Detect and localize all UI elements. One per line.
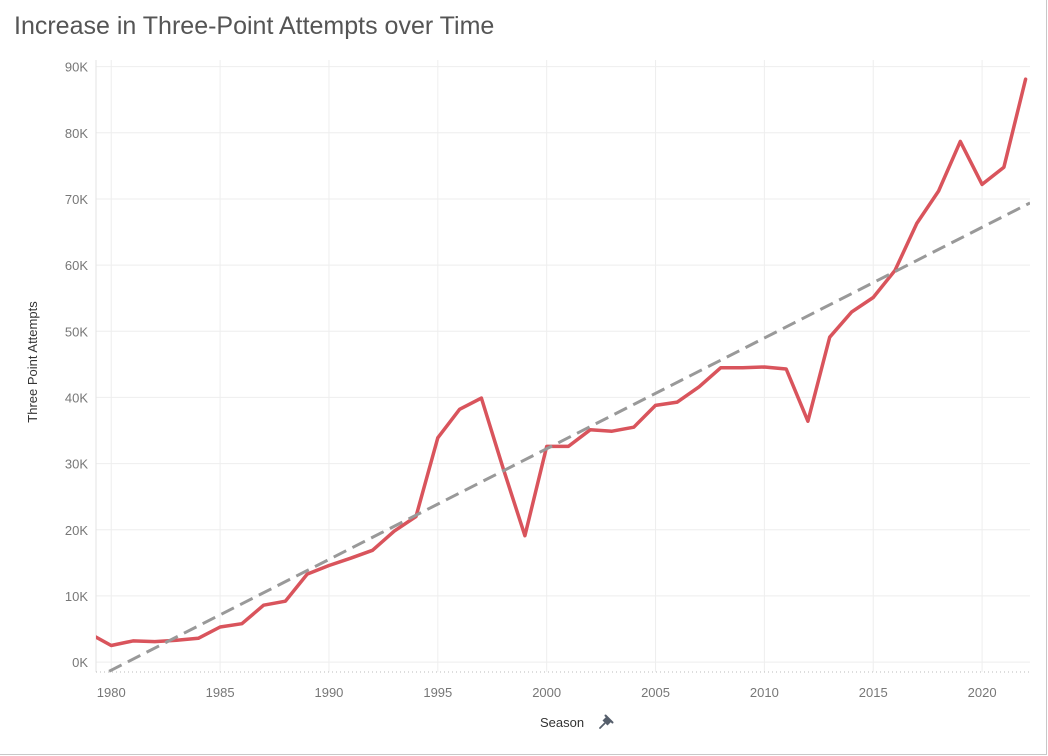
data-point[interactable] xyxy=(697,385,701,388)
data-point[interactable] xyxy=(763,365,766,369)
data-point[interactable] xyxy=(872,296,875,299)
data-point[interactable] xyxy=(131,639,135,643)
data-point[interactable] xyxy=(523,534,527,537)
data-point[interactable] xyxy=(828,336,831,339)
data-point[interactable] xyxy=(850,310,853,314)
data-point[interactable] xyxy=(1002,166,1006,169)
data-point[interactable] xyxy=(306,572,309,576)
data-point[interactable] xyxy=(327,564,331,567)
y-tick-label: 90K xyxy=(65,60,88,75)
x-tick-label: 2015 xyxy=(859,685,888,700)
chart-title: Increase in Three-Point Attempts over Ti… xyxy=(14,12,495,40)
data-point[interactable] xyxy=(153,640,156,643)
x-tick-label: 1980 xyxy=(97,685,126,700)
data-point[interactable] xyxy=(806,420,810,423)
y-tick-label: 50K xyxy=(65,324,88,339)
data-point[interactable] xyxy=(959,140,962,143)
x-axis-title: Season xyxy=(540,715,584,730)
data-point[interactable] xyxy=(719,366,722,369)
data-point[interactable] xyxy=(349,557,352,560)
data-point[interactable] xyxy=(785,367,788,371)
data-point[interactable] xyxy=(88,632,90,634)
data-point[interactable] xyxy=(175,639,178,642)
y-tick-label: 40K xyxy=(65,390,88,405)
x-tick-label: 2005 xyxy=(641,685,670,700)
series-layer xyxy=(88,77,1030,673)
y-tick-label: 80K xyxy=(65,126,88,141)
data-point[interactable] xyxy=(284,600,287,603)
data-point[interactable] xyxy=(915,222,918,225)
data-point[interactable] xyxy=(632,426,635,429)
y-axis-title: Three Point Attempts xyxy=(25,301,40,423)
data-point[interactable] xyxy=(218,625,222,629)
grid-layer xyxy=(96,60,1030,672)
x-tick-label: 2000 xyxy=(532,685,561,700)
data-point[interactable] xyxy=(393,529,396,533)
x-tick-label: 1995 xyxy=(423,685,452,700)
data-point[interactable] xyxy=(589,428,592,431)
data-point[interactable] xyxy=(197,637,200,640)
y-tick-label: 30K xyxy=(65,457,88,472)
data-point[interactable] xyxy=(980,183,984,186)
data-point[interactable] xyxy=(654,404,657,407)
data-point[interactable] xyxy=(110,644,113,647)
data-point[interactable] xyxy=(480,396,483,400)
data-point[interactable] xyxy=(676,400,679,404)
data-point[interactable] xyxy=(567,445,570,448)
x-tick-label: 1985 xyxy=(206,685,235,700)
series-line xyxy=(96,77,1028,648)
data-point[interactable] xyxy=(371,549,374,552)
data-point[interactable] xyxy=(501,467,505,470)
data-point[interactable] xyxy=(610,430,614,433)
data-point[interactable] xyxy=(458,408,461,411)
x-tick-label: 2010 xyxy=(750,685,779,700)
data-point[interactable] xyxy=(1024,78,1027,81)
x-tick-label: 1990 xyxy=(314,685,343,700)
data-point[interactable] xyxy=(436,436,439,439)
y-tick-label: 0K xyxy=(72,655,88,670)
pin-icon[interactable] xyxy=(599,714,614,729)
data-point[interactable] xyxy=(937,189,940,193)
data-point[interactable] xyxy=(240,622,244,625)
x-tick-label: 2020 xyxy=(968,685,997,700)
trend-line xyxy=(108,201,1030,673)
data-point[interactable] xyxy=(262,604,265,607)
y-tick-label: 10K xyxy=(65,589,88,604)
axis-layer: 0K 10K 20K 30K 40K 50K 60K 70K 80K 90K 1980 1985 199… xyxy=(65,60,1030,700)
data-point[interactable] xyxy=(741,366,744,369)
y-tick-label: 60K xyxy=(65,258,88,273)
y-tick-label: 20K xyxy=(65,523,88,538)
y-tick-label: 70K xyxy=(65,192,88,207)
